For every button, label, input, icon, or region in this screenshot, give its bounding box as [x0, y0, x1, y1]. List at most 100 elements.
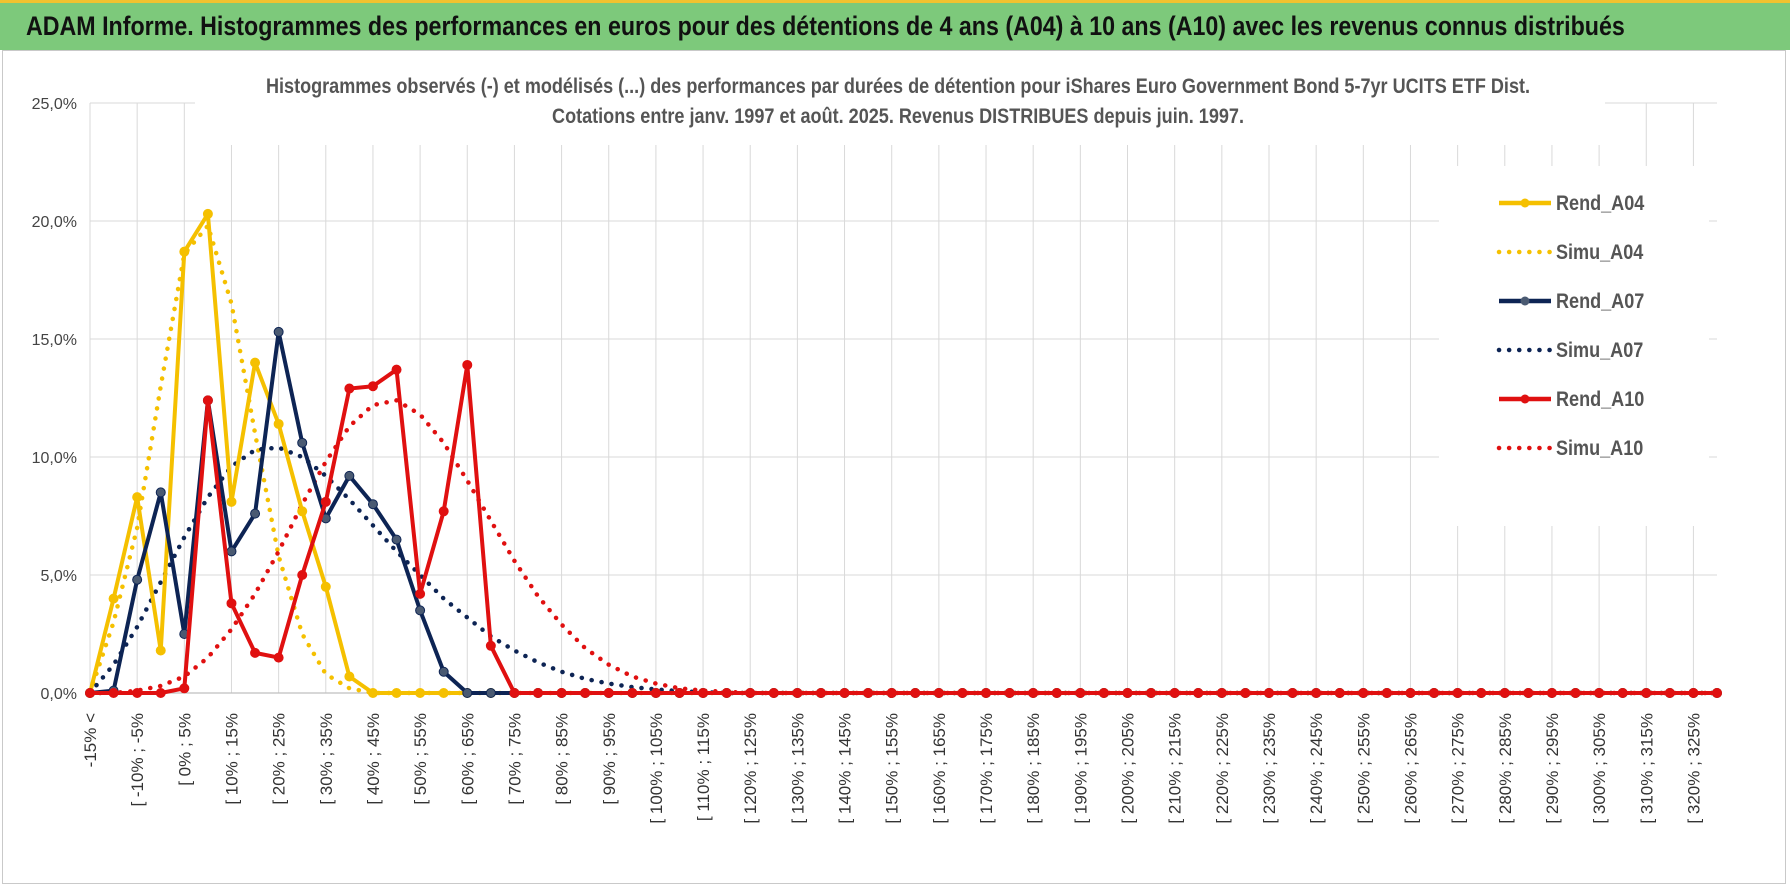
y-tick-label: 25,0%	[32, 96, 77, 113]
data-point	[391, 364, 402, 375]
data-point	[1075, 688, 1086, 698]
data-point	[1287, 688, 1298, 698]
series-Rend_A10	[85, 359, 1722, 698]
data-point	[250, 508, 261, 519]
data-point	[344, 470, 355, 481]
data-point	[485, 688, 496, 698]
data-point	[226, 598, 237, 609]
x-tick-label: [ 320% ; 325%	[1684, 713, 1703, 824]
data-point	[933, 688, 944, 698]
x-tick-label: [ 240% ; 245%	[1307, 713, 1326, 824]
x-tick-label: [ 190% ; 195%	[1071, 713, 1090, 824]
data-point	[297, 437, 308, 448]
data-point	[367, 381, 378, 392]
legend-item-Rend_A04: Rend_A04	[1499, 192, 1644, 215]
data-point	[1617, 688, 1628, 698]
x-tick-label: [ 260% ; 265%	[1401, 713, 1420, 824]
legend-label: Rend_A07	[1556, 290, 1644, 314]
legend-item-Rend_A07: Rend_A07	[1499, 290, 1644, 314]
data-point	[108, 593, 119, 604]
legend-item-Rend_A10: Rend_A10	[1499, 388, 1644, 411]
x-tick-label: [ 180% ; 185%	[1024, 713, 1043, 824]
data-point	[792, 688, 803, 698]
data-point	[155, 645, 166, 656]
x-tick-label: [ 120% ; 125%	[741, 713, 760, 824]
data-point	[1476, 688, 1487, 698]
data-point	[1146, 688, 1157, 698]
data-point	[273, 652, 284, 663]
data-point	[1169, 688, 1180, 698]
data-point	[698, 688, 709, 698]
data-point	[1216, 688, 1227, 698]
data-point	[179, 683, 190, 694]
data-point	[179, 246, 190, 257]
legend-item-Simu_A04: Simu_A04	[1496, 241, 1643, 265]
x-tick-label: [ -10% ; -5%	[128, 713, 147, 807]
data-point	[1712, 688, 1722, 698]
legend-marker	[1520, 296, 1530, 306]
data-point	[367, 499, 378, 510]
page-title: ADAM Informe. Histogrammes des performan…	[26, 11, 1625, 41]
y-tick-label: 0,0%	[41, 686, 77, 703]
data-point	[132, 492, 143, 503]
data-point	[391, 534, 402, 545]
data-point	[1429, 688, 1440, 698]
x-tick-label: [ 270% ; 275%	[1449, 713, 1468, 824]
data-point	[1499, 688, 1510, 698]
line-chart: -15% < [ -10% ; -5% [ 0% ; 5% [ 10% ; 15% [ …	[32, 67, 1722, 824]
x-tick-label: [ 110% ; 115%	[694, 713, 713, 821]
data-point	[297, 506, 308, 517]
data-point	[1452, 688, 1463, 698]
data-point	[1240, 688, 1251, 698]
data-point	[1358, 688, 1369, 698]
x-tick-label: [ 30% ; 35%	[317, 713, 336, 805]
x-axis-labels: -15% < [ -10% ; -5% [ 0% ; 5% [ 10% ; 15% [ …	[81, 713, 1703, 824]
legend-label: Simu_A07	[1556, 339, 1643, 363]
data-point	[1381, 688, 1392, 698]
data-point	[250, 357, 261, 368]
chart-title-line-1: Histogrammes observés (-) et modélisés (…	[266, 75, 1530, 99]
x-tick-label: [ 310% ; 315%	[1637, 713, 1656, 824]
chart-legend: Rend_A04 Simu_A04 Rend_A07 Simu_A07 Rend_A10…	[1439, 166, 1709, 526]
data-point	[745, 688, 756, 698]
series-Simu_A10	[87, 398, 1720, 696]
data-point	[438, 666, 449, 677]
legend-label: Simu_A04	[1556, 241, 1643, 265]
data-point	[650, 688, 661, 698]
data-point	[438, 688, 449, 698]
data-point	[1193, 688, 1204, 698]
legend-marker	[1520, 198, 1530, 208]
header-bar: ADAM Informe. Histogrammes des performan…	[0, 0, 1790, 50]
x-tick-label: [ 0% ; 5%	[175, 713, 194, 786]
data-point	[1122, 688, 1133, 698]
chart-series	[85, 208, 1722, 698]
data-point	[1523, 688, 1534, 698]
data-point	[721, 688, 732, 698]
data-point	[415, 588, 426, 599]
data-point	[1004, 688, 1015, 698]
data-point	[415, 605, 426, 616]
legend-marker	[1520, 394, 1530, 404]
x-tick-label: [ 50% ; 55%	[411, 713, 430, 805]
x-tick-label: [ 170% ; 175%	[977, 713, 996, 824]
chart-title-background	[195, 67, 1605, 145]
data-point	[344, 671, 355, 682]
data-point	[1405, 688, 1416, 698]
data-point	[580, 688, 591, 698]
data-point	[344, 383, 355, 394]
x-tick-label: [ 300% ; 305%	[1590, 713, 1609, 824]
x-tick-label: [ 60% ; 65%	[458, 713, 477, 805]
data-point	[320, 496, 331, 507]
data-point	[226, 546, 237, 557]
x-tick-label: [ 40% ; 45%	[364, 713, 383, 805]
data-point	[839, 688, 850, 698]
data-point	[273, 326, 284, 337]
y-tick-label: 5,0%	[41, 568, 77, 585]
legend-item-Simu_A07: Simu_A07	[1496, 339, 1643, 363]
data-point	[1334, 688, 1345, 698]
legend-label: Simu_A10	[1556, 437, 1643, 461]
x-tick-label: [ 210% ; 215%	[1166, 713, 1185, 824]
data-point	[202, 208, 213, 219]
data-point	[132, 688, 143, 698]
data-point	[1688, 688, 1699, 698]
